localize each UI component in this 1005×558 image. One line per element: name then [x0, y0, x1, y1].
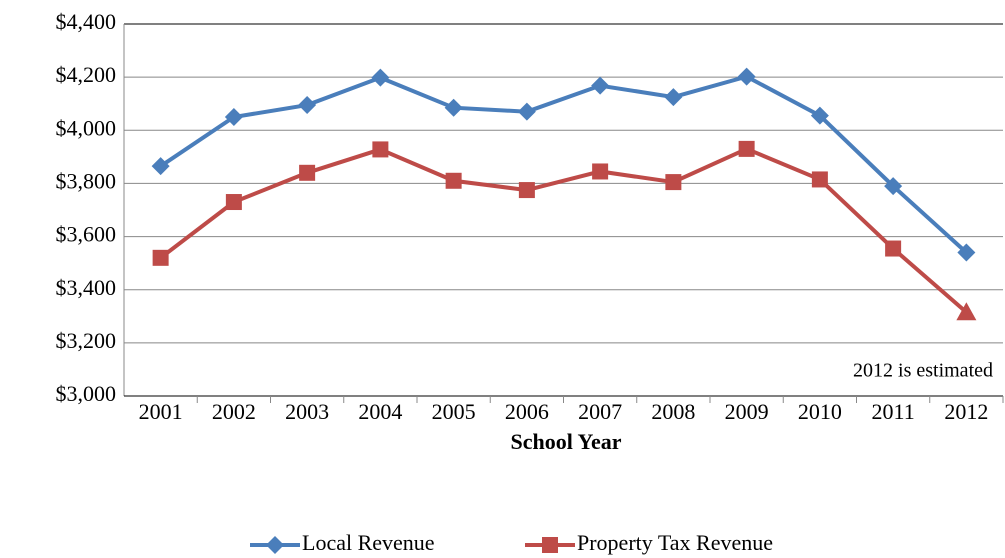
x-tick-label: 2005: [432, 399, 476, 424]
y-tick-label: $3,200: [56, 328, 117, 353]
x-tick-label: 2008: [651, 399, 695, 424]
data-point: [884, 177, 903, 196]
data-point: [152, 249, 169, 266]
data-point: [811, 171, 828, 188]
legend-marker: [542, 537, 558, 553]
data-point: [372, 141, 389, 158]
data-point: [224, 108, 243, 126]
y-tick-label: $3,400: [56, 275, 117, 300]
x-tick-label: 2003: [285, 399, 329, 424]
x-tick-label: 2006: [505, 399, 549, 424]
x-tick-label: 2002: [212, 399, 256, 424]
data-point: [299, 164, 316, 181]
data-point: [810, 106, 829, 125]
legend-marker: [266, 536, 284, 554]
data-point: [518, 182, 535, 199]
y-tick-label: $4,400: [56, 9, 117, 34]
x-tick-label: 2009: [725, 399, 769, 424]
data-point: [151, 157, 170, 176]
annotation: 2012 is estimated: [853, 360, 993, 382]
data-point: [445, 172, 462, 189]
data-point: [298, 96, 317, 115]
data-point: [885, 240, 902, 257]
y-tick-label: $3,000: [56, 381, 117, 406]
x-tick-label: 2010: [798, 399, 842, 424]
data-point: [665, 174, 682, 191]
data-point: [664, 88, 683, 107]
x-tick-label: 2007: [578, 399, 622, 424]
data-point: [371, 68, 390, 87]
legend-label: Property Tax Revenue: [577, 530, 773, 555]
data-point: [738, 140, 755, 157]
x-tick-label: 2001: [139, 399, 183, 424]
x-tick-label: 2011: [872, 399, 915, 424]
data-point: [591, 76, 610, 95]
series-line: [159, 74, 968, 254]
series-line: [159, 146, 968, 314]
data-point: [225, 194, 242, 211]
x-axis-title: School Year: [510, 429, 621, 454]
x-tick-label: 2012: [944, 399, 988, 424]
y-tick-label: $3,800: [56, 168, 117, 193]
y-tick-label: $3,600: [56, 222, 117, 247]
x-tick-label: 2004: [358, 399, 402, 424]
data-point: [956, 302, 977, 321]
data-point: [517, 102, 536, 121]
y-tick-label: $4,000: [56, 115, 117, 140]
data-point: [592, 163, 609, 180]
data-point: [444, 98, 463, 117]
legend-label: Local Revenue: [302, 530, 435, 555]
data-point: [737, 67, 756, 86]
data-point: [957, 243, 976, 262]
y-tick-label: $4,200: [56, 62, 117, 87]
